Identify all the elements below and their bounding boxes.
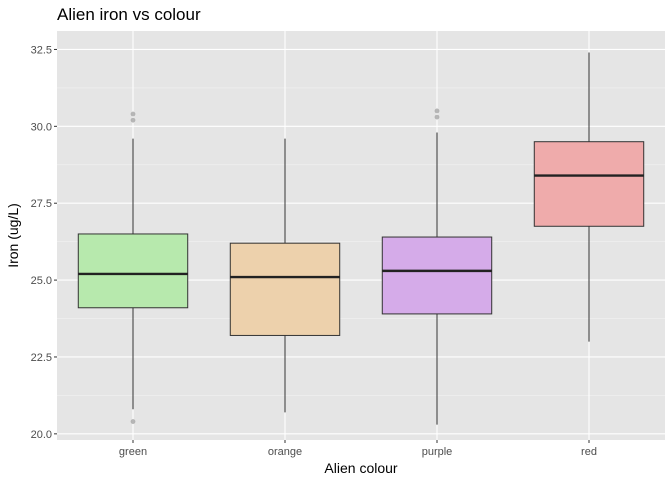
- box-series: [77, 52, 645, 425]
- box-iqr: [229, 242, 341, 336]
- y-axis-title: Iron (ug/L): [5, 203, 21, 268]
- outlier-point: [130, 419, 136, 424]
- box-red: [533, 52, 645, 342]
- x-tick-label: orange: [268, 446, 302, 458]
- outlier-point: [130, 117, 136, 123]
- outlier-point: [434, 114, 440, 120]
- y-tick-label: 22.5: [31, 352, 52, 364]
- x-axis-title: Alien colour: [324, 460, 397, 476]
- box-iqr: [381, 236, 493, 315]
- box-iqr: [77, 233, 189, 309]
- y-tick-label: 27.5: [31, 198, 52, 210]
- y-tick-label: 32.5: [31, 44, 52, 56]
- y-tick-label: 20.0: [31, 429, 52, 441]
- x-tick-label: red: [581, 446, 597, 458]
- chart-title: Alien iron vs colour: [57, 5, 201, 24]
- box-iqr: [533, 141, 645, 227]
- x-tick-label: purple: [422, 446, 453, 458]
- y-tick-label: 25.0: [31, 275, 52, 287]
- x-axis: green orange purple red: [119, 440, 597, 458]
- x-tick-label: green: [119, 446, 147, 458]
- box-purple: [381, 108, 493, 425]
- box-green: [77, 111, 189, 424]
- box-orange: [229, 138, 341, 413]
- y-axis: 20.0 22.5 25.0 27.5 30.0 32.5: [31, 44, 57, 441]
- y-tick-label: 30.0: [31, 121, 52, 133]
- outlier-point: [130, 111, 136, 117]
- outlier-point: [434, 108, 440, 114]
